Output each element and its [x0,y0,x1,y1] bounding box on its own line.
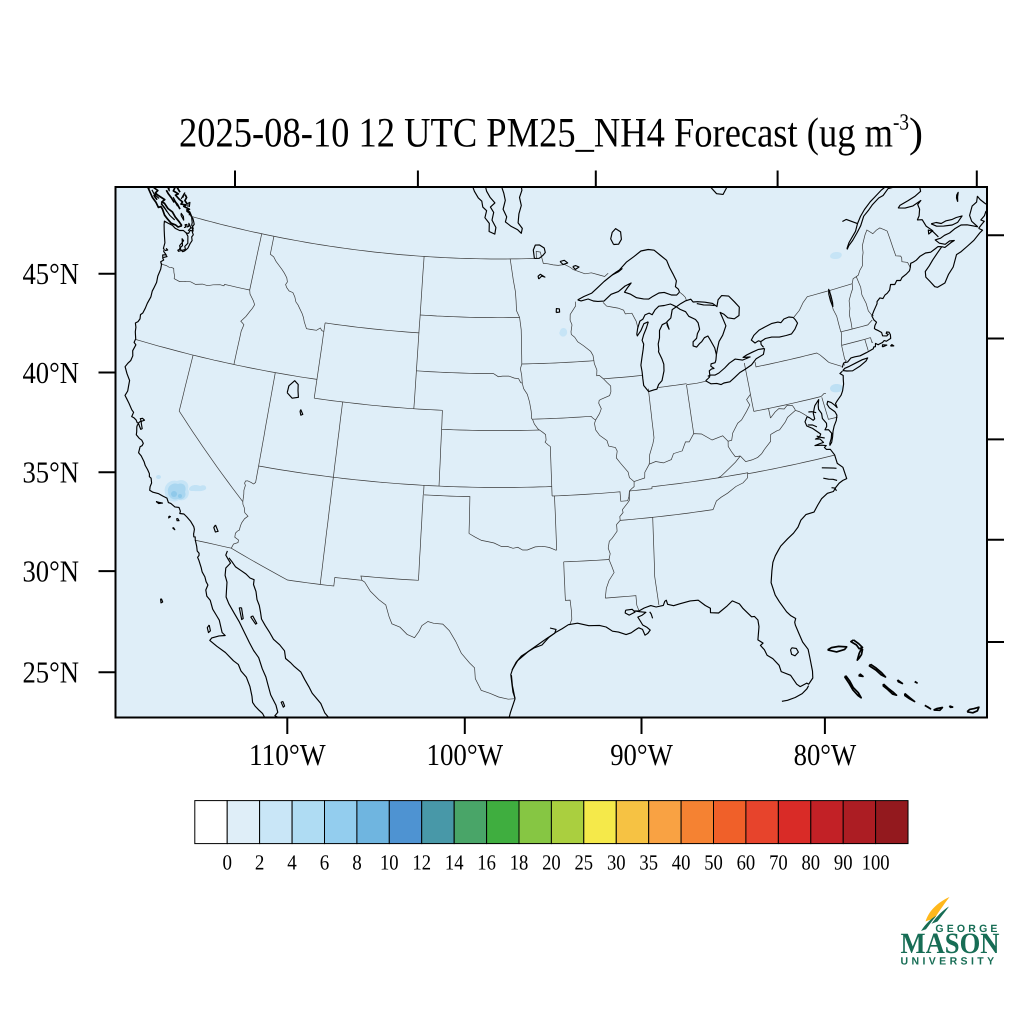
svg-text:30°N: 30°N [23,554,80,588]
svg-text:UNIVERSITY: UNIVERSITY [900,956,997,968]
svg-text:90°W: 90°W [610,738,673,772]
svg-text:GEORGE: GEORGE [935,923,1000,935]
svg-text:16: 16 [477,851,496,875]
svg-text:2025-08-10 12 UTC PM25_NH4 For: 2025-08-10 12 UTC PM25_NH4 Forecast (ug … [179,110,923,157]
svg-text:12: 12 [412,851,431,875]
svg-text:40°N: 40°N [23,356,80,390]
svg-text:30: 30 [607,851,626,875]
svg-text:60: 60 [737,851,756,875]
svg-text:0: 0 [223,851,233,875]
svg-text:35: 35 [639,851,658,875]
svg-text:10: 10 [380,851,399,875]
svg-text:50: 50 [704,851,723,875]
svg-text:70: 70 [769,851,788,875]
svg-text:MASON: MASON [901,928,1000,960]
svg-text:90: 90 [834,851,853,875]
svg-text:40: 40 [672,851,691,875]
svg-text:18: 18 [510,851,529,875]
svg-text:20: 20 [542,851,561,875]
svg-text:25: 25 [575,851,594,875]
svg-text:35°N: 35°N [23,456,80,490]
svg-text:2: 2 [255,851,265,875]
svg-text:6: 6 [320,851,330,875]
svg-text:45°N: 45°N [23,257,80,291]
svg-text:80°W: 80°W [794,738,857,772]
svg-text:100: 100 [862,851,890,875]
svg-text:80: 80 [802,851,821,875]
svg-text:14: 14 [445,851,464,875]
svg-text:25°N: 25°N [23,656,80,690]
svg-text:110°W: 110°W [249,738,326,772]
svg-text:8: 8 [352,851,362,875]
svg-text:4: 4 [287,851,297,875]
svg-text:100°W: 100°W [427,738,504,772]
